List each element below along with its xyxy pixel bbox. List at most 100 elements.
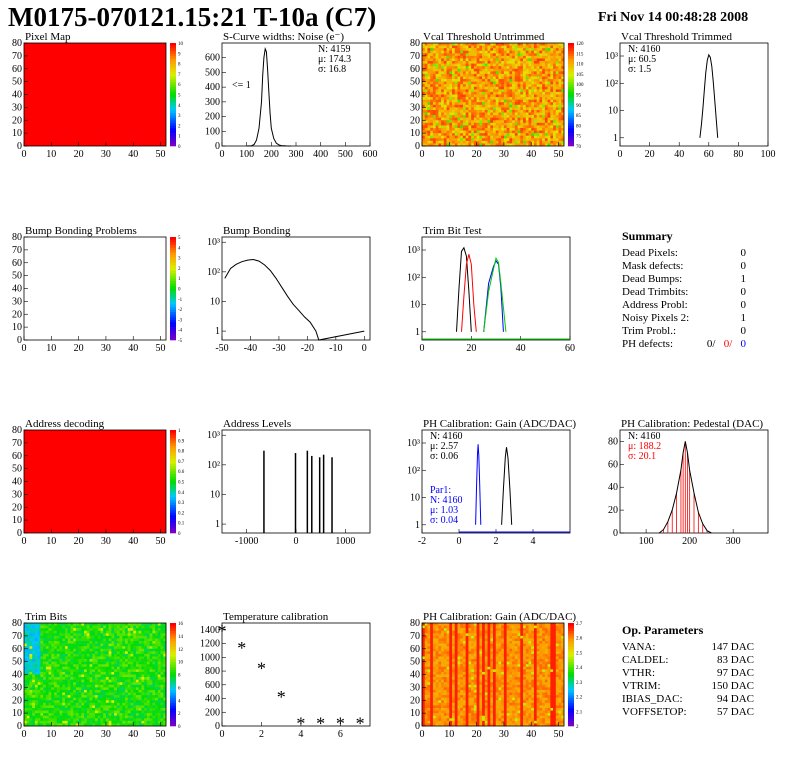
heatmap-cell bbox=[97, 633, 101, 637]
heatmap-cell bbox=[520, 61, 524, 64]
heatmap-cell bbox=[135, 664, 139, 668]
heatmap-cell bbox=[100, 687, 104, 691]
heatmap-cell bbox=[493, 138, 497, 142]
heatmap-cell bbox=[84, 720, 88, 724]
heatmap-cell bbox=[487, 58, 491, 62]
heatmap-cell bbox=[114, 646, 118, 650]
heatmap-cell bbox=[84, 666, 88, 670]
heatmap-cell bbox=[509, 138, 513, 142]
heatmap-cell bbox=[51, 651, 55, 655]
heatmap-cell bbox=[446, 120, 450, 124]
heatmap-cell bbox=[127, 707, 131, 711]
heatmap-cell bbox=[146, 684, 150, 688]
heatmap-cell bbox=[457, 102, 461, 106]
heatmap-cell bbox=[460, 133, 464, 136]
heatmap-cell bbox=[146, 700, 150, 704]
heatmap-cell bbox=[95, 671, 99, 675]
heatmap-cell bbox=[490, 125, 494, 129]
heatmap-cell bbox=[438, 109, 442, 113]
heatmap-cell bbox=[468, 50, 472, 54]
heatmap-cell bbox=[163, 713, 167, 716]
heatmap-cell bbox=[424, 707, 428, 711]
heatmap-cell bbox=[449, 53, 453, 57]
heatmap-cell bbox=[125, 707, 129, 711]
heatmap-cell bbox=[443, 79, 447, 82]
heatmap-cell bbox=[119, 661, 123, 665]
heatmap-cell bbox=[446, 140, 450, 144]
palette-tick-label: 80 bbox=[576, 124, 582, 129]
heatmap-cell bbox=[155, 684, 159, 688]
heatmap-cell bbox=[528, 66, 532, 70]
heatmap-cell bbox=[443, 135, 447, 139]
heatmap-cell bbox=[81, 677, 85, 680]
heatmap-cell bbox=[152, 653, 156, 657]
heatmap-cell bbox=[528, 104, 532, 108]
heatmap-cell bbox=[479, 48, 483, 52]
heatmap-cell bbox=[59, 666, 63, 670]
heatmap-cell bbox=[432, 76, 436, 80]
heatmap-cell bbox=[146, 643, 150, 647]
heatmap-cell bbox=[75, 638, 79, 642]
heatmap-cell bbox=[482, 122, 486, 126]
heatmap-cell bbox=[84, 710, 88, 714]
heatmap-cell bbox=[422, 695, 426, 698]
y-tick-label: 400 bbox=[205, 694, 220, 705]
heatmap-cell bbox=[34, 674, 38, 678]
heatmap-cell bbox=[525, 84, 529, 88]
heatmap-cell bbox=[34, 723, 38, 727]
heatmap-cell bbox=[424, 651, 428, 655]
stat-line: σ: 1.5 bbox=[628, 64, 651, 75]
heatmap-cell bbox=[558, 109, 562, 113]
palette-step bbox=[170, 324, 176, 328]
heatmap-cell bbox=[81, 707, 85, 711]
heatmap-cell bbox=[506, 66, 510, 70]
heatmap-cell bbox=[446, 86, 450, 90]
heatmap-cell bbox=[56, 671, 60, 675]
heatmap-cell bbox=[476, 138, 480, 142]
heatmap-cell bbox=[64, 651, 68, 655]
heatmap-cell bbox=[157, 669, 161, 673]
heatmap-cell bbox=[493, 97, 497, 100]
heatmap-cell bbox=[430, 115, 434, 118]
heatmap-cell bbox=[555, 79, 559, 82]
heatmap-cell bbox=[495, 89, 499, 93]
heatmap-cell bbox=[116, 677, 120, 680]
heatmap-cell bbox=[473, 81, 477, 85]
heatmap-cell bbox=[97, 635, 101, 639]
heatmap-cell bbox=[498, 66, 502, 70]
heatmap-cell bbox=[155, 633, 159, 637]
heatmap-cell bbox=[163, 674, 167, 678]
heatmap-cell bbox=[430, 659, 434, 662]
palette-step bbox=[170, 491, 176, 495]
heatmap-cell bbox=[37, 625, 41, 629]
data-point: * bbox=[296, 714, 305, 734]
heatmap-cell bbox=[111, 666, 115, 670]
heatmap-cell bbox=[54, 689, 58, 693]
heatmap-cell bbox=[152, 651, 156, 655]
heatmap-cell bbox=[422, 104, 426, 108]
heatmap-cell bbox=[460, 125, 464, 129]
heatmap-cell bbox=[460, 104, 464, 108]
heatmap-cell bbox=[40, 718, 44, 722]
heatmap-cell bbox=[157, 666, 161, 670]
heatmap-cell bbox=[45, 723, 49, 727]
heatmap-cell bbox=[48, 705, 52, 709]
heatmap-cell bbox=[550, 94, 554, 98]
heatmap-cell bbox=[108, 695, 112, 698]
heatmap-cell bbox=[51, 682, 55, 686]
heatmap-cell bbox=[108, 651, 112, 655]
heatmap-cell bbox=[89, 720, 93, 724]
heatmap-cell bbox=[160, 702, 164, 706]
heatmap-cell bbox=[501, 79, 505, 82]
heatmap-cell bbox=[424, 143, 428, 147]
heatmap-cell bbox=[24, 638, 28, 642]
heatmap-cell bbox=[26, 674, 30, 678]
heatmap-cell bbox=[430, 94, 434, 98]
heatmap-cell bbox=[479, 115, 483, 118]
heatmap-cell bbox=[43, 648, 47, 652]
heatmap-cell bbox=[56, 682, 60, 686]
x-tick-label: 30 bbox=[101, 343, 111, 354]
heatmap-cell bbox=[149, 643, 153, 647]
